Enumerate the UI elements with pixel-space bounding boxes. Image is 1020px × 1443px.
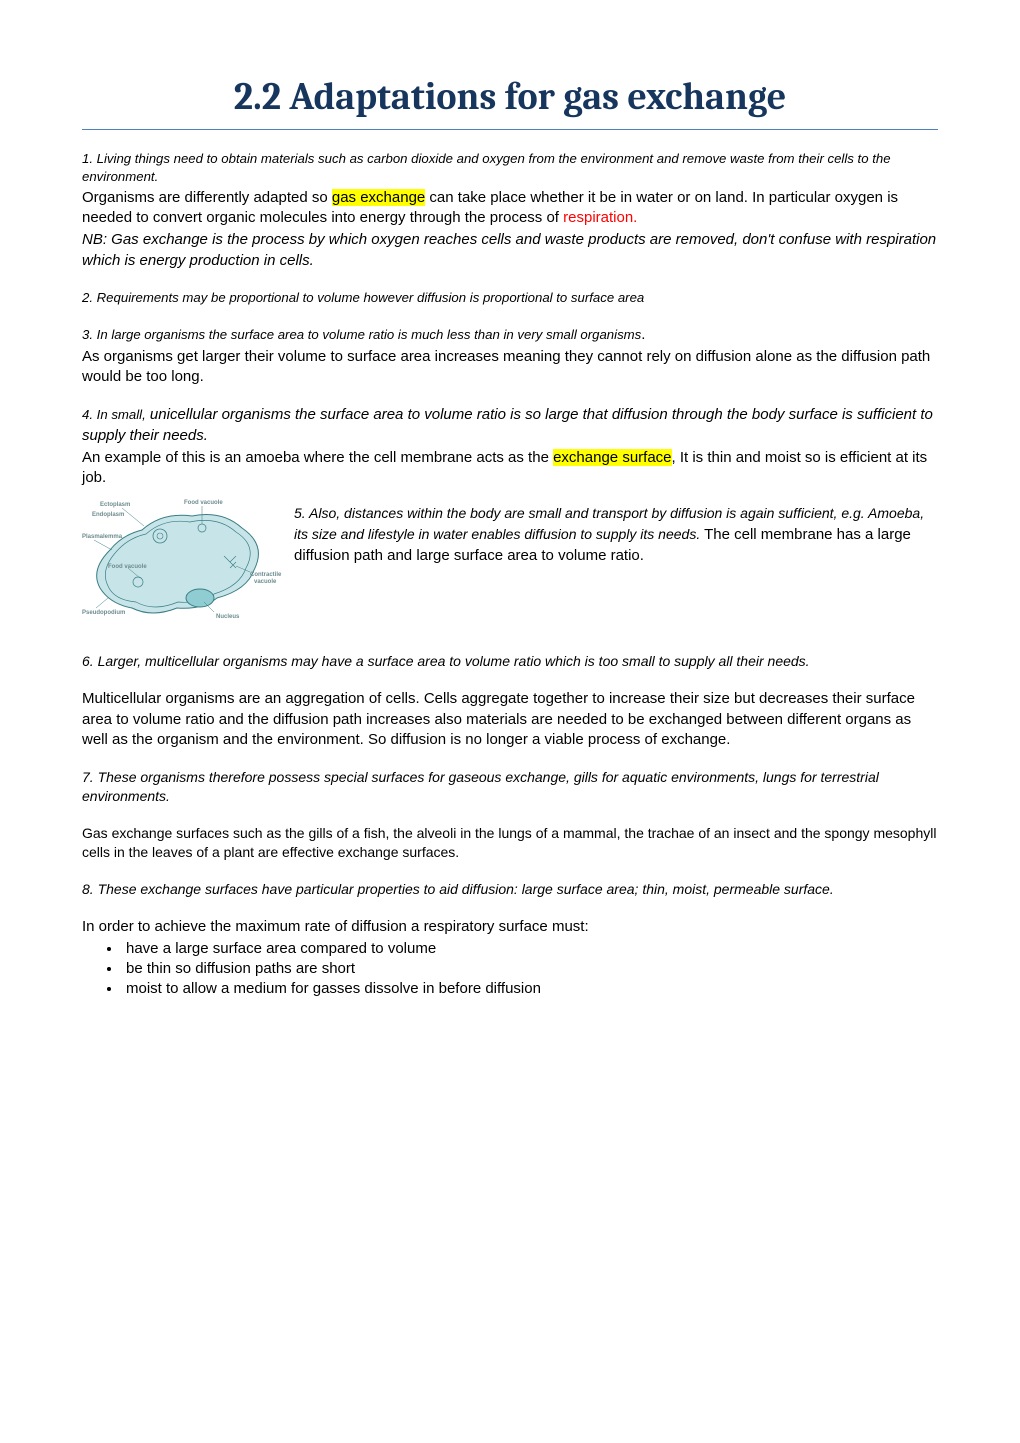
svg-text:Plasmalemma: Plasmalemma (82, 534, 123, 540)
paragraph-6: Multicellular organisms are an aggregati… (82, 689, 938, 750)
svg-text:Ectoplasm: Ectoplasm (100, 502, 130, 508)
learning-point-6: 6. Larger, multicellular organisms may h… (82, 652, 938, 671)
list-item: moist to allow a medium for gasses disso… (122, 979, 938, 999)
paragraph-3: As organisms get larger their volume to … (82, 347, 938, 388)
paragraph-7: Gas exchange surfaces such as the gills … (82, 824, 938, 862)
svg-text:Nucleus: Nucleus (216, 614, 240, 620)
text: 4. In small, (82, 407, 146, 422)
text: 3. In large organisms the surface area t… (82, 327, 641, 342)
highlight-exchange-surface: exchange surface (553, 449, 671, 466)
svg-text:Food vacuole: Food vacuole (108, 564, 147, 570)
page-title: 2.2 Adaptations for gas exchange (82, 72, 938, 130)
paragraph-4a: An example of this is an amoeba where th… (82, 448, 938, 489)
learning-point-8: 8. These exchange surfaces have particul… (82, 880, 938, 899)
list-item: be thin so diffusion paths are short (122, 959, 938, 979)
text: its size and lifestyle in water enables … (294, 526, 700, 542)
text: unicellular organisms the surface area t… (82, 406, 933, 443)
text: An example of this is an amoeba where th… (82, 449, 553, 466)
svg-text:Food vacuole: Food vacuole (184, 500, 223, 506)
highlight-gas-exchange: gas exchange (332, 189, 425, 206)
svg-text:vacuole: vacuole (254, 579, 277, 585)
svg-text:Pseudopodium: Pseudopodium (82, 610, 125, 616)
learning-point-1: 1. Living things need to obtain material… (82, 150, 938, 186)
learning-point-2: 2. Requirements may be proportional to v… (82, 289, 938, 307)
bullet-list: have a large surface area compared to vo… (122, 939, 938, 1000)
paragraph-1: Organisms are differently adapted so gas… (82, 188, 938, 229)
list-item: have a large surface area compared to vo… (122, 939, 938, 959)
paragraph-8: In order to achieve the maximum rate of … (82, 917, 938, 937)
learning-point-3: 3. In large organisms the surface area t… (82, 325, 938, 345)
text: Organisms are differently adapted so (82, 189, 332, 206)
learning-point-4: 4. In small, unicellular organisms the s… (82, 405, 938, 446)
svg-text:Endoplasm: Endoplasm (92, 512, 124, 518)
svg-text:Contractile: Contractile (250, 572, 282, 578)
red-respiration: respiration. (563, 209, 637, 226)
learning-point-7: 7. These organisms therefore possess spe… (82, 768, 938, 806)
text: . (641, 326, 645, 343)
note-nb: NB: Gas exchange is the process by which… (82, 230, 938, 271)
amoeba-diagram: Ectoplasm Endoplasm Food vacuole Plasmal… (82, 490, 282, 630)
